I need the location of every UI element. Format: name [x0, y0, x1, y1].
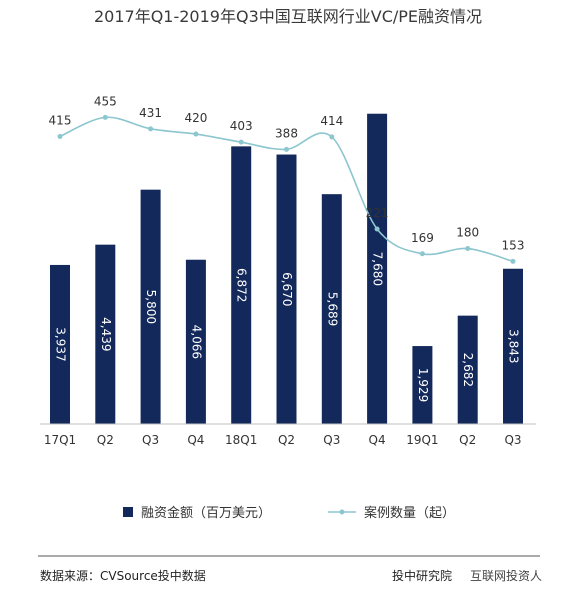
x-tick-label: Q3 [504, 433, 521, 447]
bar [412, 346, 433, 424]
x-tick-label: Q2 [278, 433, 295, 447]
bar-value-label: 3,937 [54, 327, 68, 361]
bar [140, 189, 161, 424]
bar-value-label: 5,689 [325, 292, 339, 326]
line-point [284, 146, 289, 152]
bar-value-label: 4,066 [189, 325, 203, 359]
bar-value-label: 1,929 [416, 368, 430, 402]
legend-line-label: 案例数量（起） [364, 506, 455, 521]
bar [50, 264, 70, 424]
bar-labels: 3,937 4,439 5,800 4,066 6,872 6,670 5,689 7,680… [54, 252, 521, 403]
line-points [57, 114, 516, 264]
legend-line-marker [339, 509, 345, 515]
x-tick-label: Q3 [323, 433, 340, 447]
watermark-text: 互联网投资人 [470, 568, 542, 583]
bar-value-label: 6,872 [235, 268, 249, 302]
line-point [419, 251, 425, 257]
line-value-label: 153 [502, 238, 525, 252]
line-value-label: 388 [275, 126, 298, 140]
line-value-label: 431 [139, 106, 162, 120]
x-axis-ticks: 17Q1 Q2 Q3 Q4 18Q1 Q2 Q3 Q4 19Q1 Q2 Q3 [44, 433, 522, 447]
line-point [374, 226, 380, 232]
line-value-label: 180 [456, 226, 479, 240]
line-value-label: 403 [230, 119, 253, 133]
line-value-label: 414 [320, 114, 343, 128]
bar [503, 268, 523, 424]
bar [321, 194, 342, 424]
bar [367, 113, 388, 424]
count-line [59, 116, 514, 263]
bar [95, 244, 116, 424]
line-value-label: 420 [184, 111, 207, 125]
x-tick-label: Q4 [369, 433, 386, 447]
line-point [57, 133, 63, 139]
line-labels: 415 455 431 420 403 388 414 221 169 180 153 [49, 94, 525, 252]
legend-bar-swatch [123, 507, 133, 517]
line-point [465, 246, 471, 252]
bar-value-label: 5,800 [144, 290, 158, 324]
bar [231, 146, 252, 424]
bar-series [50, 113, 523, 425]
x-tick-label: 18Q1 [225, 433, 257, 447]
x-tick-label: Q3 [142, 433, 159, 447]
bar-value-label: 6,670 [280, 272, 294, 306]
line-point [329, 134, 335, 140]
line-point [193, 131, 199, 137]
line-value-label: 221 [366, 206, 389, 220]
legend-bar-label: 融资金额（百万美元） [141, 505, 271, 521]
bar-value-label: 4,439 [99, 317, 113, 351]
line-point [148, 126, 154, 132]
x-tick-label: Q2 [97, 433, 114, 447]
x-tick-label: 17Q1 [44, 433, 76, 447]
source-note: 数据来源：CVSource投中数据 [40, 568, 206, 583]
line-value-label: 455 [94, 94, 117, 108]
line-value-label: 169 [411, 231, 434, 245]
bar-value-label: 2,682 [461, 353, 475, 387]
bar [457, 315, 478, 424]
line-point [510, 258, 516, 264]
x-tick-label: Q2 [459, 433, 476, 447]
bar-value-label: 3,843 [507, 329, 521, 363]
x-tick-label: Q4 [187, 433, 204, 447]
line-point [102, 114, 108, 120]
line-point [238, 139, 244, 145]
line-value-label: 415 [49, 113, 72, 127]
x-tick-label: 19Q1 [406, 433, 438, 447]
credit-note: 投中研究院 [392, 568, 452, 583]
legend: 融资金额（百万美元） 案例数量（起） [123, 505, 455, 521]
bar-value-label: 7,680 [371, 252, 385, 286]
bar [276, 154, 297, 425]
chart-title: 2017年Q1-2019年Q3中国互联网行业VC/PE融资情况 [94, 7, 482, 26]
bar [185, 259, 206, 424]
